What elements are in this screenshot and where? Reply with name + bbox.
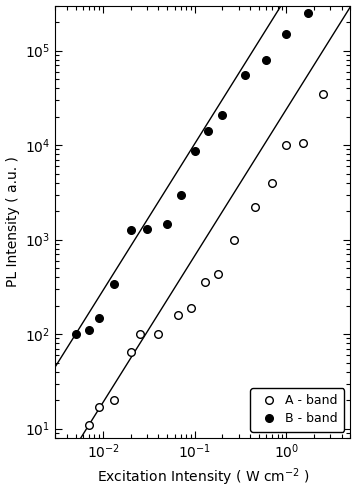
B - band — [87, 328, 91, 333]
B - band — [97, 315, 101, 321]
B - band — [206, 128, 210, 134]
A - band — [137, 331, 142, 337]
Y-axis label: PL Intensity ( a.u. ): PL Intensity ( a.u. ) — [6, 156, 20, 287]
A - band — [203, 279, 208, 285]
B - band — [178, 192, 183, 198]
B - band — [111, 281, 116, 287]
B - band — [242, 72, 247, 78]
B - band — [305, 10, 310, 16]
Line: A - band: A - band — [85, 90, 327, 429]
A - band — [232, 237, 236, 243]
A - band — [300, 140, 305, 146]
A - band — [176, 312, 180, 318]
A - band — [188, 305, 193, 311]
B - band — [129, 228, 133, 234]
Legend: A - band, B - band: A - band, B - band — [250, 388, 344, 432]
A - band — [252, 205, 257, 210]
A - band — [129, 349, 133, 355]
A - band — [321, 91, 325, 97]
B - band — [264, 57, 268, 63]
B - band — [74, 331, 78, 337]
B - band — [193, 148, 197, 154]
A - band — [87, 422, 91, 428]
Line: B - band: B - band — [72, 0, 334, 338]
A - band — [97, 404, 101, 410]
B - band — [145, 226, 149, 232]
B - band — [220, 112, 225, 118]
A - band — [284, 142, 289, 148]
A - band — [216, 271, 220, 277]
X-axis label: Excitation Intensity ( W cm$^{-2}$ ): Excitation Intensity ( W cm$^{-2}$ ) — [96, 467, 309, 489]
B - band — [284, 31, 289, 37]
A - band — [111, 397, 116, 403]
A - band — [156, 331, 161, 337]
B - band — [165, 221, 169, 227]
A - band — [270, 180, 274, 186]
